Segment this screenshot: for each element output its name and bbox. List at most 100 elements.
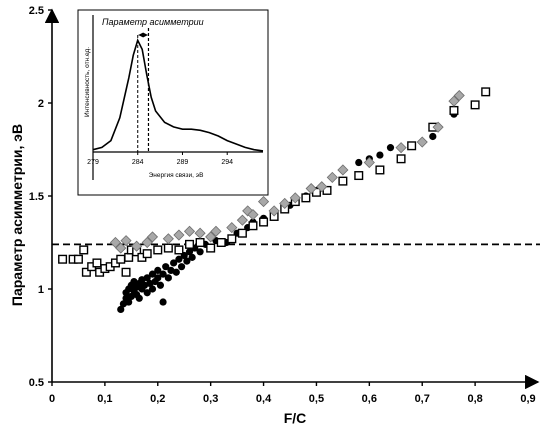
x-tick-label: 0,4	[256, 393, 272, 405]
point-open-square	[396, 154, 406, 164]
point-gray-diamond	[448, 95, 460, 107]
y-tick-label: 1	[38, 284, 44, 296]
point-open-square	[124, 252, 134, 262]
point-gray-diamond	[395, 142, 407, 154]
point-open-square	[58, 254, 68, 264]
point-open-square	[227, 234, 237, 244]
point-gray-diamond	[268, 205, 280, 217]
x-tick-label: 0,2	[150, 393, 165, 405]
point-filled-circle	[172, 268, 180, 276]
point-gray-diamond	[257, 196, 270, 208]
inset-x-label: Энергия связи, эВ	[149, 172, 204, 179]
point-gray-diamond	[162, 233, 174, 245]
point-gray-diamond	[416, 136, 428, 148]
point-filled-circle	[148, 285, 157, 293]
point-filled-circle	[188, 253, 196, 261]
point-gray-diamond	[109, 236, 122, 249]
inset-x-ticks: 279 284 289 294	[87, 152, 233, 166]
x-tick-label: 0,7	[415, 393, 430, 405]
point-filled-circle	[177, 263, 186, 271]
point-open-square	[354, 171, 364, 181]
point-gray-diamond	[453, 89, 465, 102]
point-open-square	[116, 254, 126, 264]
x-tick-label: 0,6	[362, 393, 377, 405]
inset-x-tick-label: 284	[132, 159, 144, 166]
point-open-square	[248, 221, 258, 231]
point-filled-circle	[386, 144, 395, 152]
point-open-square	[185, 239, 195, 249]
point-open-square	[153, 245, 163, 255]
point-filled-circle	[162, 263, 170, 271]
point-gray-diamond	[205, 231, 217, 243]
point-filled-circle	[185, 248, 194, 256]
point-open-square	[259, 217, 269, 227]
x-axis-label: F/C	[284, 410, 307, 426]
point-open-square	[470, 100, 480, 110]
point-gray-diamond	[247, 209, 259, 221]
point-filled-circle	[175, 255, 183, 263]
point-open-square	[216, 237, 226, 247]
point-open-square	[174, 245, 184, 255]
x-ticks: 0 0,1 0,2 0,3 0,4 0,5 0,6 0,7 0,8 0,9	[49, 382, 536, 405]
point-filled-circle	[154, 266, 162, 274]
point-open-square	[206, 243, 216, 253]
inset-curve	[92, 38, 264, 152]
point-gray-diamond	[131, 240, 143, 252]
x-tick-label: 0,5	[309, 393, 324, 405]
x-tick-label: 0,3	[203, 393, 218, 405]
point-filled-circle	[159, 298, 167, 306]
point-open-square	[407, 141, 417, 151]
point-filled-circle	[125, 298, 133, 306]
point-open-square	[142, 249, 152, 259]
x-tick-label: 0,1	[97, 393, 112, 405]
point-open-square	[92, 258, 102, 268]
point-filled-circle	[355, 158, 363, 167]
y-ticks: 0.5 1 1.5 2 2.5	[29, 5, 52, 389]
point-gray-diamond	[337, 164, 349, 176]
y-tick-label: 2.5	[29, 5, 44, 17]
inset-title: Параметр асимметрии	[102, 17, 204, 27]
point-gray-diamond	[236, 214, 248, 226]
x-tick-label: 0	[49, 393, 55, 405]
point-open-square	[73, 254, 83, 264]
point-gray-diamond	[141, 236, 153, 249]
inset-y-label: Интенсивность, отн.ед.	[84, 47, 91, 117]
point-open-square	[449, 105, 459, 115]
point-filled-circle	[376, 151, 384, 159]
x-tick-label: 0,8	[467, 393, 482, 405]
point-filled-circle	[429, 132, 437, 141]
point-filled-circle	[196, 248, 204, 256]
point-gray-diamond	[305, 182, 317, 195]
point-gray-diamond	[210, 225, 222, 237]
point-filled-circle	[143, 289, 151, 297]
point-open-square	[163, 243, 173, 253]
point-open-square	[195, 237, 205, 247]
point-gray-diamond	[194, 227, 206, 239]
point-open-square	[237, 228, 247, 238]
point-gray-diamond	[226, 222, 238, 234]
point-gray-diamond	[120, 235, 132, 247]
point-filled-circle	[159, 270, 167, 278]
data-points	[58, 87, 491, 314]
point-open-square	[481, 87, 491, 97]
y-tick-label: 1.5	[29, 191, 44, 203]
point-gray-diamond	[173, 229, 185, 241]
y-axis-label: Параметр асимметрии, эВ	[9, 124, 25, 306]
inset-frame	[77, 9, 269, 196]
point-filled-circle	[148, 270, 157, 278]
point-filled-circle	[135, 294, 143, 302]
point-filled-circle	[143, 274, 151, 282]
point-gray-diamond	[115, 242, 127, 254]
x-tick-label: 0,9	[520, 393, 535, 405]
inset-chart: Параметр асимметрии Интенсивность, отн.е…	[77, 9, 269, 196]
point-open-square	[375, 165, 385, 175]
point-filled-circle	[183, 257, 191, 265]
point-open-square	[121, 267, 131, 277]
point-filled-circle	[164, 274, 172, 282]
point-open-square	[79, 245, 89, 255]
point-gray-diamond	[279, 197, 291, 210]
inset-x-tick-label: 294	[221, 159, 233, 166]
y-tick-label: 0.5	[29, 377, 44, 389]
point-filled-circle	[156, 281, 165, 289]
point-filled-circle	[170, 259, 178, 267]
